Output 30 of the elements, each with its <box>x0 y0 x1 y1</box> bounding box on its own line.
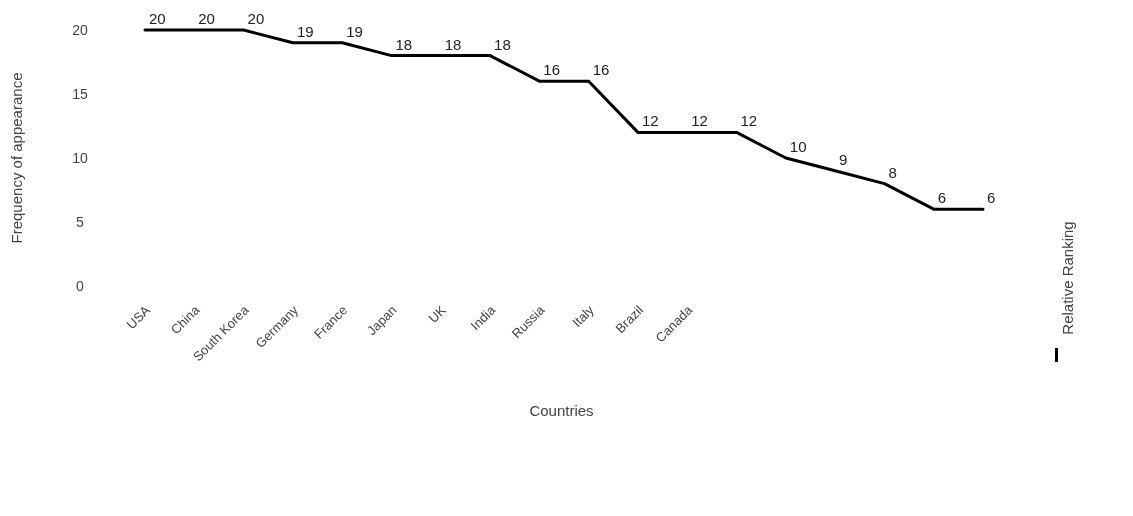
data-label: 16 <box>543 61 561 79</box>
x-tick-label: Italy <box>569 302 598 330</box>
data-label: 19 <box>346 22 363 40</box>
y-axis-title: Frequency of appearance <box>8 72 25 244</box>
y-tick-label: 10 <box>72 149 88 166</box>
data-label: 9 <box>839 150 848 168</box>
data-label: 12 <box>641 112 659 130</box>
line-series <box>143 28 985 211</box>
data-label: 6 <box>937 189 947 207</box>
data-label: 20 <box>247 10 265 27</box>
data-label: 20 <box>149 10 166 27</box>
data-label: 18 <box>494 35 511 53</box>
data-label: 19 <box>296 22 314 40</box>
x-tick-label: UK <box>425 302 450 326</box>
data-label: 16 <box>592 61 610 79</box>
data-label: 20 <box>198 10 215 27</box>
data-label: 18 <box>444 35 462 53</box>
y-tick-label: 5 <box>76 213 85 230</box>
y-tick-label: 0 <box>76 277 85 294</box>
text: Relative Ranking <box>1059 221 1076 335</box>
x-tick-label: USA <box>123 302 154 333</box>
data-label: 8 <box>888 163 897 181</box>
x-axis-title: Countries <box>529 402 594 419</box>
data-label: 6 <box>987 189 996 207</box>
y-tick-label: 20 <box>72 21 88 38</box>
data-label: 10 <box>789 138 807 155</box>
data-label: 12 <box>740 112 758 130</box>
data-label: 18 <box>395 35 413 53</box>
y-tick-label: 15 <box>72 85 88 102</box>
data-label: 12 <box>691 112 708 130</box>
